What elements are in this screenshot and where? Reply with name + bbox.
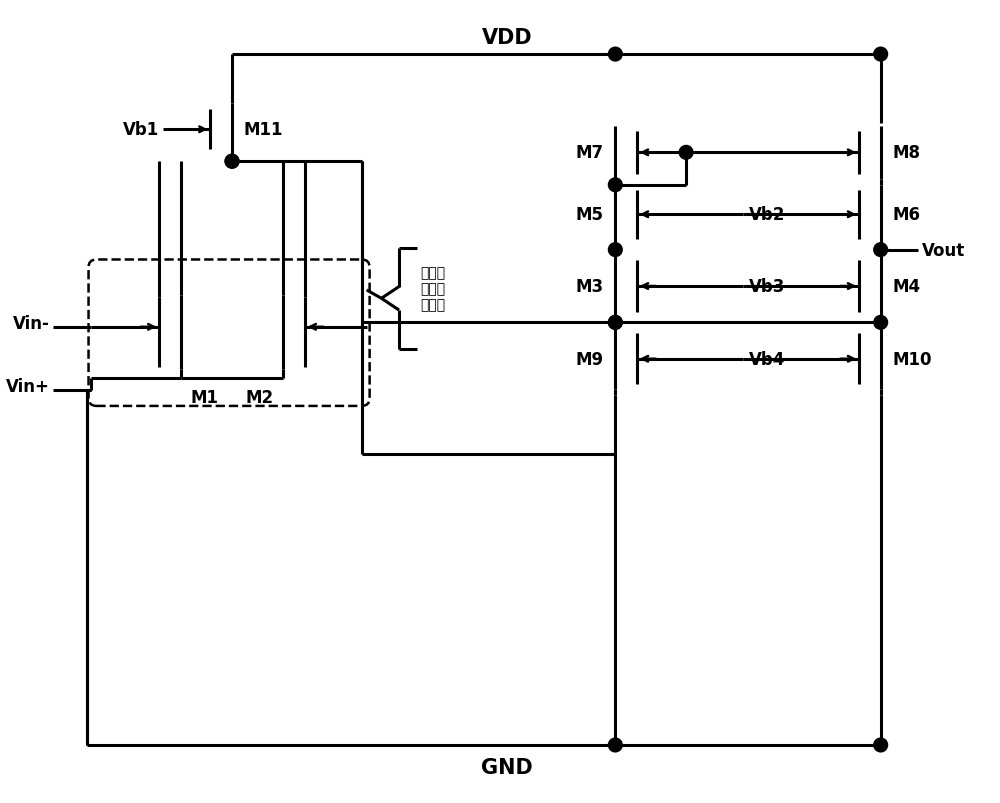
Text: M11: M11 [244, 121, 283, 139]
Text: M1: M1 [191, 389, 219, 406]
Text: M8: M8 [892, 145, 920, 162]
Circle shape [608, 316, 622, 330]
Text: M6: M6 [892, 206, 920, 224]
Text: M7: M7 [575, 145, 604, 162]
Circle shape [679, 146, 693, 160]
Text: Vout: Vout [922, 242, 965, 259]
Text: M2: M2 [245, 389, 273, 406]
Text: Vb1: Vb1 [123, 121, 159, 139]
Circle shape [608, 179, 622, 193]
Text: M5: M5 [576, 206, 604, 224]
Circle shape [608, 48, 622, 62]
Text: GND: GND [481, 756, 533, 777]
Text: Vb3: Vb3 [749, 278, 785, 296]
Text: Vin+: Vin+ [6, 377, 50, 396]
Text: Vb2: Vb2 [749, 206, 785, 224]
Circle shape [874, 243, 888, 257]
Circle shape [608, 243, 622, 257]
Text: M10: M10 [892, 350, 932, 369]
Circle shape [874, 316, 888, 330]
Circle shape [225, 155, 239, 169]
Text: Vb4: Vb4 [749, 350, 785, 369]
Text: 衭底驱
动输入
差分对: 衭底驱 动输入 差分对 [421, 266, 446, 312]
Circle shape [874, 48, 888, 62]
Text: M9: M9 [575, 350, 604, 369]
Circle shape [874, 738, 888, 752]
Circle shape [608, 316, 622, 330]
Text: M4: M4 [892, 278, 921, 296]
Text: M3: M3 [575, 278, 604, 296]
Text: VDD: VDD [482, 28, 533, 48]
Text: Vin-: Vin- [13, 315, 50, 332]
Circle shape [225, 155, 239, 169]
Circle shape [608, 738, 622, 752]
